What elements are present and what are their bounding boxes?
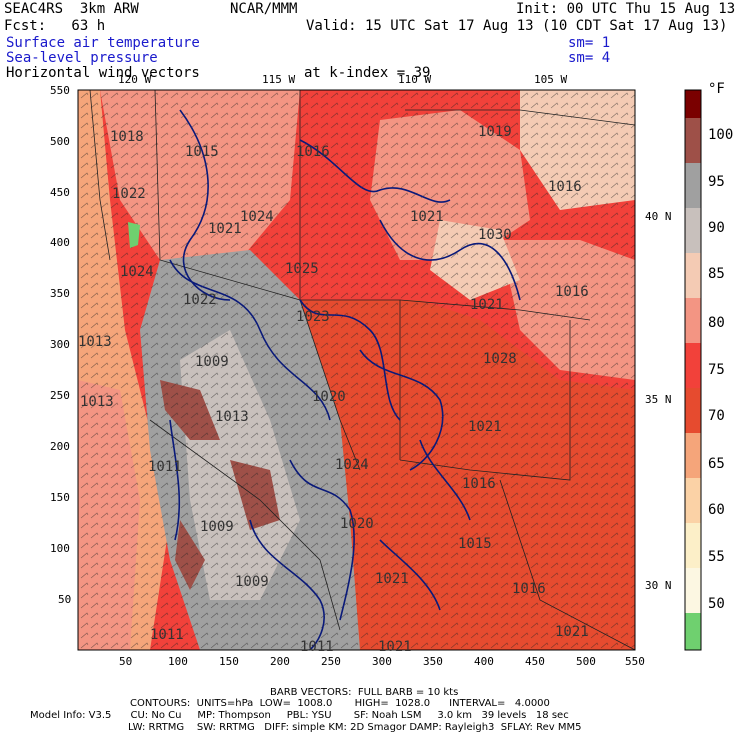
lon-label: 105 W	[534, 73, 568, 86]
k-index: at k-index = 39	[304, 65, 431, 81]
pressure-contour-label: 1028	[483, 351, 517, 367]
temperature-field	[78, 90, 635, 650]
y-tick: 400	[50, 236, 70, 249]
x-tick: 50	[119, 655, 133, 668]
lat-label: 30 N	[645, 579, 672, 592]
y-tick: 150	[50, 491, 70, 504]
model-title: SEAC4RS 3km ARW	[4, 1, 139, 17]
pressure-contour-label: 1022	[183, 292, 217, 308]
pressure-contour-label: 1013	[78, 334, 112, 350]
center-title: NCAR/MMM	[230, 1, 298, 17]
field-temperature: Surface air temperature	[6, 35, 200, 51]
pressure-contour-label: 1016	[296, 144, 330, 160]
y-tick: 550	[50, 84, 70, 97]
pressure-contour-label: 1021	[410, 209, 444, 225]
field-temperature-smoothing: sm= 1	[568, 35, 611, 51]
pressure-contour-label: 1013	[80, 394, 114, 410]
y-tick: 350	[50, 287, 70, 300]
model-info: Model Info: V3.5 CU: No Cu MP: Thompson …	[30, 710, 569, 721]
pressure-contour-label: 1018	[110, 129, 144, 145]
y-tick: 450	[50, 186, 70, 199]
pressure-contour-label: 1023	[296, 309, 330, 325]
x-tick: 450	[525, 655, 545, 668]
y-tick: 250	[50, 389, 70, 402]
x-tick: 500	[576, 655, 596, 668]
x-tick: 200	[270, 655, 290, 668]
pressure-contour-label: 1019	[478, 124, 512, 140]
pressure-contour-label: 1016	[462, 476, 496, 492]
colorbar	[684, 89, 702, 651]
field-pressure: Sea-level pressure	[6, 50, 158, 66]
y-tick: 500	[50, 135, 70, 148]
pressure-contour-label: 1024	[335, 457, 369, 473]
pressure-contour-label: 1020	[340, 516, 374, 532]
barb-info: BARB VECTORS: FULL BARB = 10 kts	[270, 687, 459, 698]
pressure-contour-label: 1015	[185, 144, 219, 160]
x-tick: 150	[219, 655, 239, 668]
colorbar-label: 75	[708, 362, 725, 378]
lon-label: 120 W	[118, 73, 152, 86]
lat-label: 35 N	[645, 393, 672, 406]
x-tick: 100	[168, 655, 188, 668]
pressure-contour-label: 1021	[375, 571, 409, 587]
x-tick: 400	[474, 655, 494, 668]
pressure-contour-label: 1021	[208, 221, 242, 237]
colorbar-label: 55	[708, 549, 725, 565]
colorbar-label: 50	[708, 596, 725, 612]
y-tick: 200	[50, 440, 70, 453]
pressure-contour-label: 1016	[548, 179, 582, 195]
contour-info: CONTOURS: UNITS=hPa LOW= 1008.0 HIGH= 10…	[130, 698, 550, 709]
pressure-contour-label: 1016	[555, 284, 589, 300]
pressure-contour-label: 1013	[215, 409, 249, 425]
pressure-contour-label: 1025	[285, 261, 319, 277]
colorbar-label: 60	[708, 502, 725, 518]
colorbar-label: 70	[708, 408, 725, 424]
field-wind: Horizontal wind vectors	[6, 65, 200, 81]
plot-frame	[77, 89, 636, 651]
pressure-contour-label: 1009	[200, 519, 234, 535]
pressure-contour-label: 1021	[470, 297, 504, 313]
pressure-contour-label: 1009	[235, 574, 269, 590]
colorbar-label: 90	[708, 220, 725, 236]
lon-label: 115 W	[262, 73, 296, 86]
lat-label: 40 N	[645, 210, 672, 223]
colorbar-unit: °F	[708, 81, 725, 97]
field-pressure-smoothing: sm= 4	[568, 50, 611, 66]
pressure-contour-label: 1030	[478, 227, 512, 243]
pressure-contour-label: 1016	[512, 581, 546, 597]
lon-label: 110 W	[398, 73, 432, 86]
physics-info: LW: RRTMG SW: RRTMG DIFF: simple KM: 2D …	[128, 722, 582, 733]
colorbar-label: 100	[708, 127, 734, 143]
pressure-contour-label: 1020	[312, 389, 346, 405]
valid-time: Valid: 15 UTC Sat 17 Aug 13 (10 CDT Sat …	[306, 18, 728, 34]
pressure-contour-label: 1024	[120, 264, 154, 280]
pressure-contour-label: 1015	[458, 536, 492, 552]
colorbar-label: 85	[708, 266, 725, 282]
x-tick: 350	[423, 655, 443, 668]
forecast-hour: Fcst: 63 h	[4, 18, 106, 34]
pressure-contour-label: 1022	[112, 186, 146, 202]
colorbar-label: 80	[708, 315, 725, 331]
pressure-contour-label: 1009	[195, 354, 229, 370]
pressure-contour-label: 1021	[378, 639, 412, 655]
x-tick: 250	[321, 655, 341, 668]
pressure-contour-label: 1011	[300, 639, 334, 655]
colorbar-label: 65	[708, 456, 725, 472]
pressure-contour-label: 1021	[555, 624, 589, 640]
y-tick: 300	[50, 338, 70, 351]
y-tick: 50	[58, 593, 72, 606]
x-tick: 300	[372, 655, 392, 668]
y-tick: 100	[50, 542, 70, 555]
pressure-contour-label: 1011	[148, 459, 182, 475]
init-time: Init: 00 UTC Thu 15 Aug 13	[516, 1, 736, 17]
pressure-contour-label: 1011	[150, 627, 184, 643]
colorbar-label: 95	[708, 174, 725, 190]
pressure-contour-label: 1024	[240, 209, 274, 225]
pressure-contour-label: 1021	[468, 419, 502, 435]
x-tick: 550	[625, 655, 645, 668]
